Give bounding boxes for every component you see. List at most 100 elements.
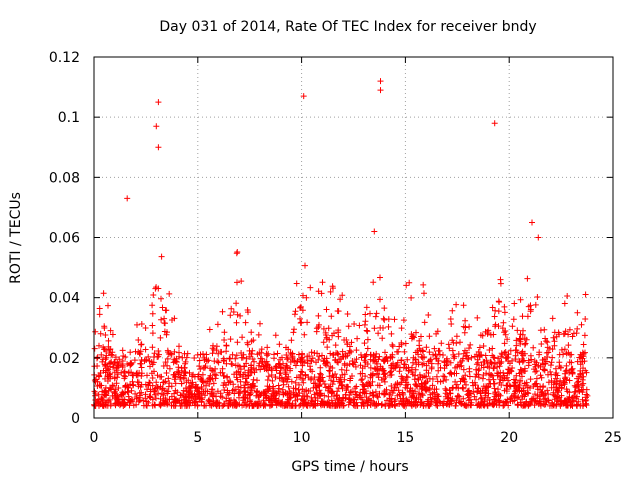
data-point bbox=[468, 354, 475, 361]
data-point bbox=[327, 383, 334, 390]
data-point bbox=[391, 398, 398, 405]
data-point bbox=[160, 400, 167, 407]
data-point bbox=[497, 392, 504, 399]
data-point-outlier bbox=[377, 87, 384, 94]
data-point bbox=[344, 383, 351, 390]
data-point bbox=[244, 373, 251, 379]
data-point bbox=[484, 402, 491, 409]
data-point bbox=[97, 330, 104, 337]
data-point bbox=[135, 383, 142, 390]
data-point bbox=[238, 354, 245, 361]
data-point bbox=[158, 316, 165, 323]
data-point bbox=[362, 353, 369, 360]
data-point bbox=[298, 368, 305, 375]
data-point bbox=[171, 403, 178, 409]
data-point bbox=[219, 308, 226, 315]
data-point bbox=[370, 279, 377, 286]
data-point bbox=[415, 361, 422, 368]
data-point bbox=[502, 331, 509, 338]
data-point bbox=[178, 402, 185, 409]
data-point bbox=[443, 376, 450, 383]
data-point bbox=[371, 365, 378, 372]
data-point bbox=[225, 391, 232, 398]
data-point bbox=[208, 386, 215, 393]
x-tick-label: 25 bbox=[604, 430, 622, 446]
data-point bbox=[481, 359, 488, 365]
data-point bbox=[100, 290, 107, 297]
data-point bbox=[487, 380, 494, 387]
data-point bbox=[220, 372, 227, 379]
data-point bbox=[475, 367, 482, 374]
data-point bbox=[220, 382, 227, 389]
data-point bbox=[178, 380, 185, 387]
data-point bbox=[449, 307, 456, 314]
data-point bbox=[232, 386, 239, 393]
data-point bbox=[412, 349, 419, 356]
data-point bbox=[421, 290, 427, 297]
data-point bbox=[328, 377, 334, 384]
data-point bbox=[182, 369, 189, 376]
data-point bbox=[100, 401, 107, 408]
data-point bbox=[292, 379, 299, 386]
data-point bbox=[423, 373, 430, 380]
data-point bbox=[428, 365, 435, 372]
data-point bbox=[274, 399, 281, 406]
data-point bbox=[423, 367, 430, 374]
data-point bbox=[341, 362, 348, 369]
data-point bbox=[528, 396, 535, 403]
data-point bbox=[497, 360, 504, 367]
data-point bbox=[356, 322, 363, 329]
data-point bbox=[115, 361, 122, 368]
data-point bbox=[553, 384, 560, 391]
data-point bbox=[582, 349, 588, 356]
data-point bbox=[455, 385, 462, 392]
data-point bbox=[168, 351, 175, 358]
data-point bbox=[532, 397, 539, 404]
data-point bbox=[101, 388, 108, 395]
data-point bbox=[537, 327, 544, 334]
data-point bbox=[132, 348, 139, 355]
data-point bbox=[170, 371, 177, 378]
data-point bbox=[185, 377, 192, 384]
data-point bbox=[540, 396, 547, 403]
data-point bbox=[334, 350, 341, 357]
data-point bbox=[157, 334, 164, 341]
data-point bbox=[315, 356, 322, 363]
data-point bbox=[375, 330, 382, 337]
data-point bbox=[176, 343, 182, 350]
data-point bbox=[105, 343, 112, 350]
data-point bbox=[148, 359, 155, 365]
data-point bbox=[127, 398, 134, 405]
data-point bbox=[377, 324, 384, 331]
data-point bbox=[186, 369, 193, 376]
data-point bbox=[241, 388, 247, 395]
data-point bbox=[558, 346, 565, 353]
data-point bbox=[372, 313, 379, 320]
data-point bbox=[249, 382, 256, 389]
data-point bbox=[465, 356, 472, 363]
data-point bbox=[501, 303, 508, 310]
data-point bbox=[197, 366, 204, 372]
data-point bbox=[228, 360, 235, 367]
data-point bbox=[146, 393, 153, 400]
data-point bbox=[445, 341, 452, 348]
data-point bbox=[354, 335, 361, 342]
data-point bbox=[510, 316, 517, 323]
data-point bbox=[551, 342, 558, 349]
data-point bbox=[420, 281, 427, 288]
data-point bbox=[292, 308, 299, 315]
data-point bbox=[283, 371, 290, 378]
data-point bbox=[171, 356, 178, 363]
data-point bbox=[105, 337, 112, 344]
data-point bbox=[516, 382, 523, 389]
data-point bbox=[325, 325, 332, 332]
data-point-outlier bbox=[124, 195, 131, 202]
data-point bbox=[363, 304, 370, 311]
data-point bbox=[199, 378, 206, 385]
data-point bbox=[237, 366, 244, 373]
data-point bbox=[279, 398, 286, 405]
data-point bbox=[135, 398, 142, 405]
data-point bbox=[541, 366, 548, 373]
data-point bbox=[180, 374, 187, 381]
data-point bbox=[246, 402, 253, 409]
